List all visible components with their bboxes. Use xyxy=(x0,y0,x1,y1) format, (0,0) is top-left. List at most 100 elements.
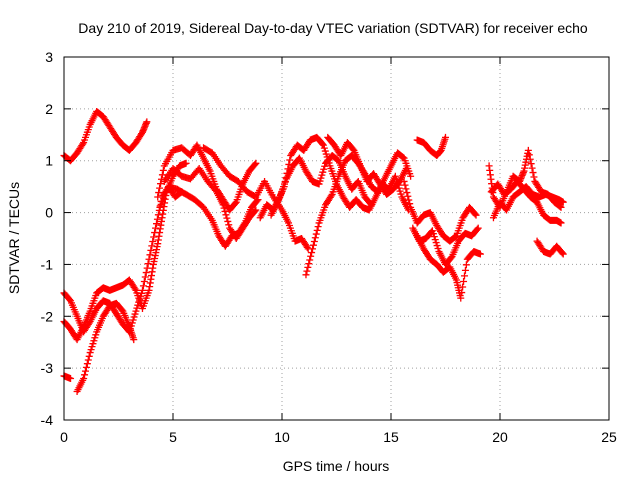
series-track-morning-c xyxy=(160,164,260,242)
data-point-marker xyxy=(461,266,469,274)
data-point-marker xyxy=(460,272,468,280)
x-tick-label: 25 xyxy=(601,429,617,445)
data-point-marker xyxy=(310,237,318,245)
series-track-evening-c xyxy=(489,183,567,222)
data-point-marker xyxy=(458,289,466,297)
series-track-afternoon-a xyxy=(400,177,480,245)
series-track-afternoon-b xyxy=(409,224,482,268)
data-point-marker xyxy=(222,211,230,219)
data-point-marker xyxy=(309,245,317,253)
data-point-marker xyxy=(305,260,313,268)
data-point-marker xyxy=(231,199,239,207)
data-point-marker xyxy=(143,264,151,272)
series-track-early-low-d xyxy=(73,299,138,395)
data-point-marker xyxy=(527,160,535,168)
data-point-marker xyxy=(152,224,160,232)
data-point-marker xyxy=(220,204,228,212)
data-point-marker xyxy=(80,375,88,383)
data-point-marker xyxy=(81,367,89,375)
x-tick-label: 5 xyxy=(169,429,177,445)
data-point-marker xyxy=(285,160,293,168)
data-point-marker xyxy=(145,255,153,263)
data-point-marker xyxy=(146,251,154,259)
data-point-marker xyxy=(402,164,410,172)
data-point-marker xyxy=(284,165,292,173)
series-track-evening-d xyxy=(533,237,567,258)
data-point-marker xyxy=(525,151,533,159)
data-point-marker xyxy=(529,169,537,177)
data-point-marker xyxy=(156,184,164,192)
y-tick-labels: -4 -3 -2 -1 0 1 2 3 xyxy=(41,49,54,428)
data-point-marker xyxy=(283,169,291,177)
data-point-marker xyxy=(303,243,311,251)
data-point-marker xyxy=(459,283,467,291)
data-point-marker xyxy=(140,277,148,285)
data-point-marker xyxy=(151,229,159,237)
data-point-marker xyxy=(457,294,465,302)
data-point-marker xyxy=(138,286,146,294)
data-point-marker xyxy=(559,198,567,206)
data-point-marker xyxy=(313,226,321,234)
data-point-marker xyxy=(286,156,294,164)
data-point-marker xyxy=(157,180,165,188)
data-point-marker xyxy=(252,159,260,167)
data-point-marker xyxy=(142,269,150,277)
data-point-marker xyxy=(311,234,319,242)
data-point-marker xyxy=(462,261,470,269)
data-point-marker xyxy=(559,250,567,258)
series-track-afternoon-c xyxy=(413,232,484,302)
data-point-marker xyxy=(405,196,413,204)
x-tick-label: 15 xyxy=(383,429,399,445)
data-point-marker xyxy=(558,249,566,257)
chart-title: Day 210 of 2019, Sidereal Day-to-day VTE… xyxy=(78,20,588,36)
data-point-marker xyxy=(403,189,411,197)
data-point-marker xyxy=(314,223,322,231)
y-tick-label: -3 xyxy=(41,360,54,376)
y-tick-label: 2 xyxy=(45,101,53,117)
data-point-marker xyxy=(472,211,480,219)
data-point-marker xyxy=(402,185,410,193)
data-point-marker xyxy=(84,356,92,364)
data-point-marker xyxy=(304,263,312,271)
data-point-marker xyxy=(473,225,481,233)
data-point-marker xyxy=(528,164,536,172)
data-point-marker xyxy=(223,214,231,222)
y-tick-label: -4 xyxy=(41,412,54,428)
data-point-marker xyxy=(85,352,93,360)
data-point-marker xyxy=(158,171,166,179)
data-point-marker xyxy=(149,237,157,245)
data-point-marker xyxy=(557,219,565,227)
y-tick-label: -1 xyxy=(41,256,54,272)
x-axis-label: GPS time / hours xyxy=(283,458,390,474)
data-point-marker xyxy=(404,192,412,200)
data-point-marker xyxy=(130,336,138,344)
data-point-marker xyxy=(155,189,163,197)
data-point-marker xyxy=(303,267,311,275)
data-point-marker xyxy=(407,172,415,180)
data-point-marker xyxy=(406,200,414,208)
data-point-marker xyxy=(556,203,564,211)
data-point-marker xyxy=(154,211,162,219)
grid-lines xyxy=(64,57,609,420)
data-point-marker xyxy=(400,177,408,185)
plot-frame xyxy=(63,56,610,421)
data-point-marker xyxy=(144,260,152,268)
y-tick-label: -2 xyxy=(41,308,54,324)
x-tick-label: 10 xyxy=(274,429,290,445)
series-track-early-low-a xyxy=(60,372,75,383)
data-point-marker xyxy=(154,193,162,201)
series-track-early-high xyxy=(60,107,151,165)
data-point-marker xyxy=(401,181,409,189)
data-point-marker xyxy=(225,221,233,229)
data-point-marker xyxy=(148,242,156,250)
x-tick-label: 20 xyxy=(492,429,508,445)
data-point-marker xyxy=(309,241,317,249)
series-track-evening-a xyxy=(485,146,565,211)
data-point-marker xyxy=(251,207,259,215)
data-points xyxy=(60,107,567,395)
y-axis-label: SDTVAR / TECUs xyxy=(6,182,22,294)
data-point-marker xyxy=(252,206,260,214)
x-tick-labels: 0 5 10 15 20 25 xyxy=(60,429,617,445)
data-point-marker xyxy=(143,118,151,126)
